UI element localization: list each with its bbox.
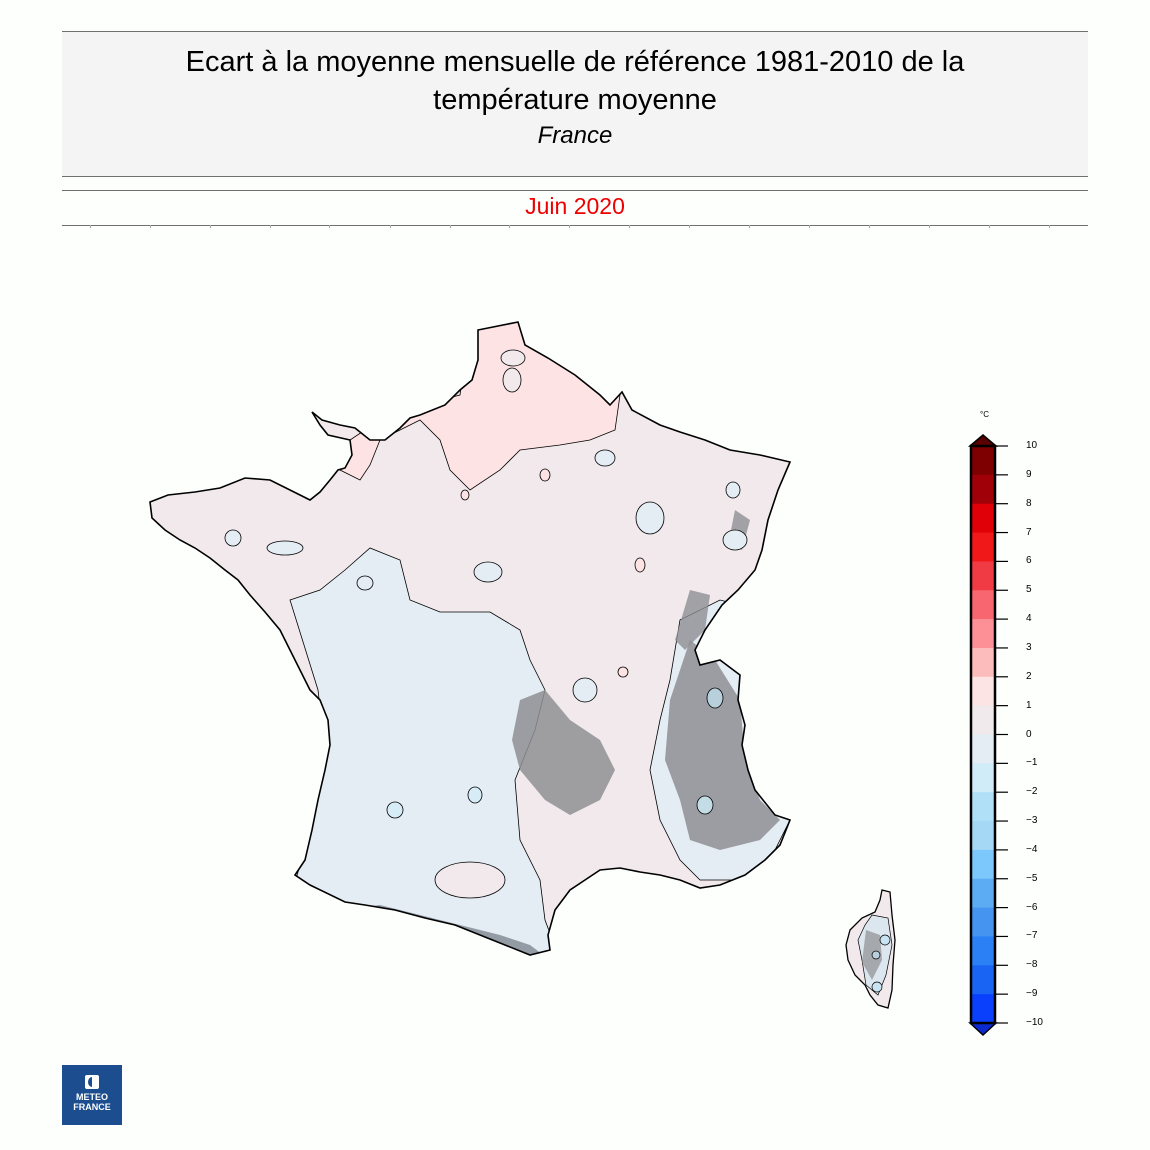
colorbar-bottom-arrow xyxy=(968,1022,998,1037)
colorbar-tick-label: −3 xyxy=(1026,815,1038,827)
colorbar-segment xyxy=(971,705,995,735)
colorbar-segment xyxy=(971,647,995,678)
colorbar-segment xyxy=(971,503,995,534)
colorbar-tick-label: 7 xyxy=(1026,526,1032,538)
colorbar-tick-label: −2 xyxy=(1026,786,1038,798)
period-label: Juin 2020 xyxy=(525,193,625,219)
colorbar-segment xyxy=(971,821,995,851)
colorbar-tick-label: 4 xyxy=(1026,613,1032,625)
meteo-france-logo-icon xyxy=(85,1075,99,1089)
chart-title-line2: température moyenne xyxy=(433,84,717,116)
colorbar-segment xyxy=(971,561,995,591)
colorbar-tick-label: 1 xyxy=(1026,699,1032,711)
colorbar-unit: °C xyxy=(980,410,989,419)
colorbar-segment xyxy=(971,763,995,793)
tick-strip xyxy=(62,225,1088,229)
colorbar-tick-label: 10 xyxy=(1026,440,1038,451)
colorbar: °C 10 9 8 7 6 5 4 3 2 1 0 −1 −2 −3 −4 −5 −6 −7 −8 −9 −10 xyxy=(960,410,1050,1045)
colorbar-segment xyxy=(971,446,995,476)
logo-line2: FRANCE xyxy=(73,1102,111,1112)
colorbar-segment xyxy=(971,907,995,937)
colorbar-tick-label: 3 xyxy=(1026,641,1032,653)
colorbar-segment xyxy=(971,994,995,1024)
colorbar-tick-label: −6 xyxy=(1026,901,1038,913)
corsica-anomaly-map xyxy=(845,889,896,1009)
colorbar-segment xyxy=(971,474,995,505)
colorbar-tick-label: −10 xyxy=(1026,1017,1043,1028)
title-panel: Ecart à la moyenne mensuelle de référenc… xyxy=(62,31,1088,177)
colorbar-segment xyxy=(971,532,995,562)
colorbar-segment xyxy=(971,792,995,822)
period-panel: Juin 2020 xyxy=(62,190,1088,226)
colorbar-scale xyxy=(967,434,1008,1037)
colorbar-segment xyxy=(971,849,995,880)
colorbar-segment xyxy=(971,676,995,707)
logo-line1: METEO xyxy=(75,1092,108,1102)
colorbar-segment xyxy=(971,878,995,909)
chart-title-line1: Ecart à la moyenne mensuelle de référenc… xyxy=(185,46,965,78)
colorbar-segment xyxy=(971,936,995,966)
colorbar-tick-label: 6 xyxy=(1026,555,1032,567)
colorbar-tick-label: 5 xyxy=(1026,584,1032,596)
colorbar-segment xyxy=(971,619,995,649)
colorbar-segment xyxy=(971,965,995,995)
france-anomaly-map xyxy=(149,321,791,956)
colorbar-tick-label: −1 xyxy=(1026,757,1038,769)
colorbar-tick-label: 8 xyxy=(1026,497,1032,509)
colorbar-tick-label: −5 xyxy=(1026,872,1038,884)
colorbar-segment xyxy=(971,590,995,620)
colorbar-tick-label: −4 xyxy=(1026,843,1038,855)
colorbar-top-arrow xyxy=(967,434,999,447)
colorbar-tick-label: 9 xyxy=(1026,468,1032,480)
meteo-france-logo: METEO FRANCE xyxy=(62,1065,122,1125)
colorbar-tick-label: −8 xyxy=(1026,959,1038,971)
colorbar-tick-label: 2 xyxy=(1026,670,1032,682)
colorbar-tick-label: 0 xyxy=(1026,728,1032,740)
colorbar-tick-label: −7 xyxy=(1026,930,1038,942)
region-label: France xyxy=(537,122,613,149)
colorbar-segment xyxy=(971,734,995,764)
colorbar-tick-label: −9 xyxy=(1026,988,1038,1000)
